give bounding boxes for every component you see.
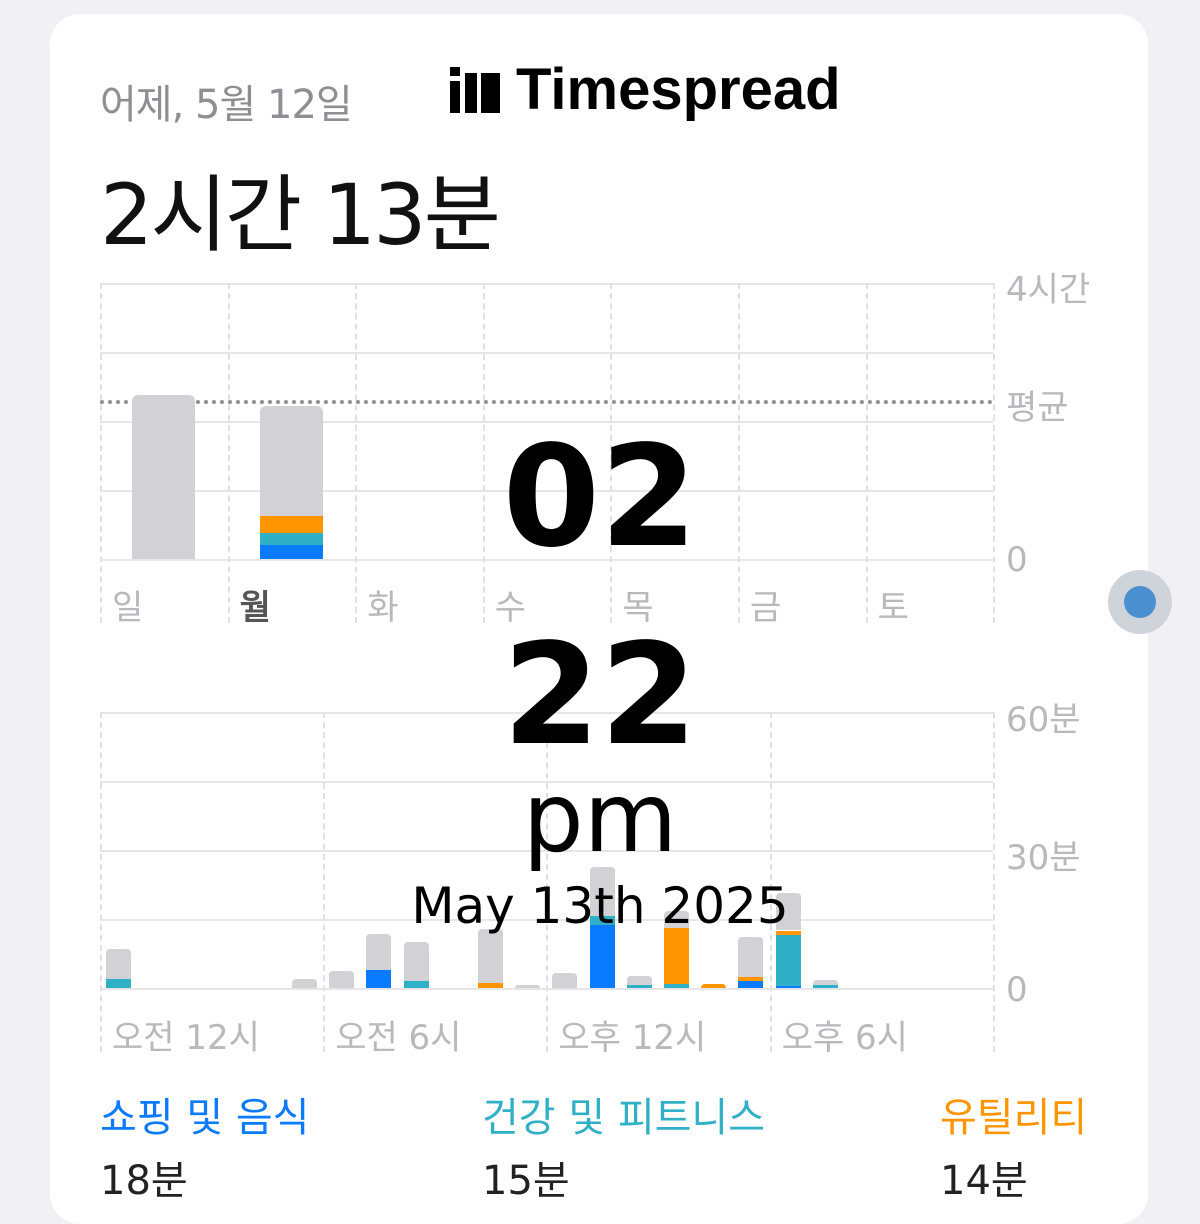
clock-minute: 22 [502,614,698,777]
bar-segment [589,867,615,916]
total-time: 2시간 13분 [100,166,501,264]
x-tick-label: 월 [239,588,271,628]
category-health[interactable]: 건강 및 피트니스 [482,1095,766,1141]
bar-segment [775,985,801,988]
bar-segment [738,981,764,988]
category-utilities[interactable]: 유틸리티 [940,1095,1088,1141]
bar-segment [664,984,689,988]
gridline [100,283,993,285]
x-tick-label: 토 [877,588,909,628]
gridline-vertical [482,283,485,623]
gridline-vertical [323,712,326,1052]
gridline-vertical [769,712,772,1052]
bar-segment [259,545,323,559]
gridline-vertical [993,283,996,623]
bar-segment [403,942,429,982]
bar-segment [106,978,131,988]
gridline [100,490,993,492]
bar-segment [403,981,429,988]
bar-segment [664,927,689,985]
bar-segment [812,984,838,988]
bar-segment [738,977,764,982]
bar-segment [259,516,323,534]
y-tick-label: 4시간 [1006,270,1091,310]
bar-segment [259,533,323,546]
timespread-logo-icon [450,66,500,113]
x-tick-label: 목 [622,588,654,628]
gridline-vertical [738,283,740,623]
bar-segment [664,911,689,928]
gridline [100,421,993,423]
bar-segment [775,930,801,936]
y-tick-label: 60분 [1006,700,1081,740]
bar-segment [775,935,801,986]
bar-segment [366,934,392,970]
bar-segment [626,976,652,985]
gridline-vertical [992,712,995,1052]
category-shopping-value: 18분 [100,1158,188,1204]
bar-segment [775,892,801,931]
bar-segment [329,970,355,988]
x-tick-label: 오후 12시 [558,1018,707,1058]
category-shopping[interactable]: 쇼핑 및 음식 [100,1095,310,1141]
date-subtitle: 어제, 5월 12일 [100,82,353,128]
y-tick-label: 0 [1006,970,1028,1010]
clock-ampm: pm [522,762,678,874]
y-tick-label: 30분 [1006,838,1081,878]
overlay-date: May 13th 2025 [411,877,789,935]
x-tick-label: 일 [112,588,144,628]
x-tick-label: 오전 6시 [335,1018,462,1058]
screen-time-card [50,14,1148,1224]
assistive-touch-button[interactable] [1108,570,1172,634]
bar-segment [292,978,317,988]
x-tick-label: 금 [750,588,782,628]
bar-segment [259,405,323,517]
gridline-vertical [865,283,868,623]
gridline-vertical [100,712,102,1052]
bar-segment [589,915,615,925]
average-line [100,400,993,405]
gridline-vertical [355,283,358,623]
bar-segment [515,985,541,988]
bar-segment [589,924,615,988]
x-tick-label: 화 [367,588,399,628]
brand-logo: Timespread [450,56,841,123]
gridline-vertical [227,283,230,623]
bar-segment [106,948,131,979]
bar-segment [738,937,764,978]
gridline [100,559,993,561]
bar-segment [626,984,652,988]
category-utilities-value: 14분 [940,1158,1028,1204]
x-tick-label: 오후 6시 [781,1018,908,1058]
x-tick-label: 수 [494,588,527,628]
bar-segment [366,969,392,988]
x-tick-label: 오전 12시 [112,1018,260,1058]
gridline [100,352,993,354]
bar-segment [552,972,578,988]
clock-hour: 02 [502,416,698,579]
bar-segment [478,983,503,988]
brand-name: Timespread [516,57,841,122]
bar-segment [812,980,838,985]
y-tick-label: 평균 [1006,388,1069,428]
bar-segment [132,394,195,559]
category-health-value: 15분 [482,1158,570,1204]
y-tick-label: 0 [1006,540,1028,580]
gridline-vertical [546,712,549,1052]
gridline-vertical [610,283,613,623]
gridline-vertical [100,283,102,623]
bar-segment [478,929,503,984]
bar-segment [701,983,727,988]
